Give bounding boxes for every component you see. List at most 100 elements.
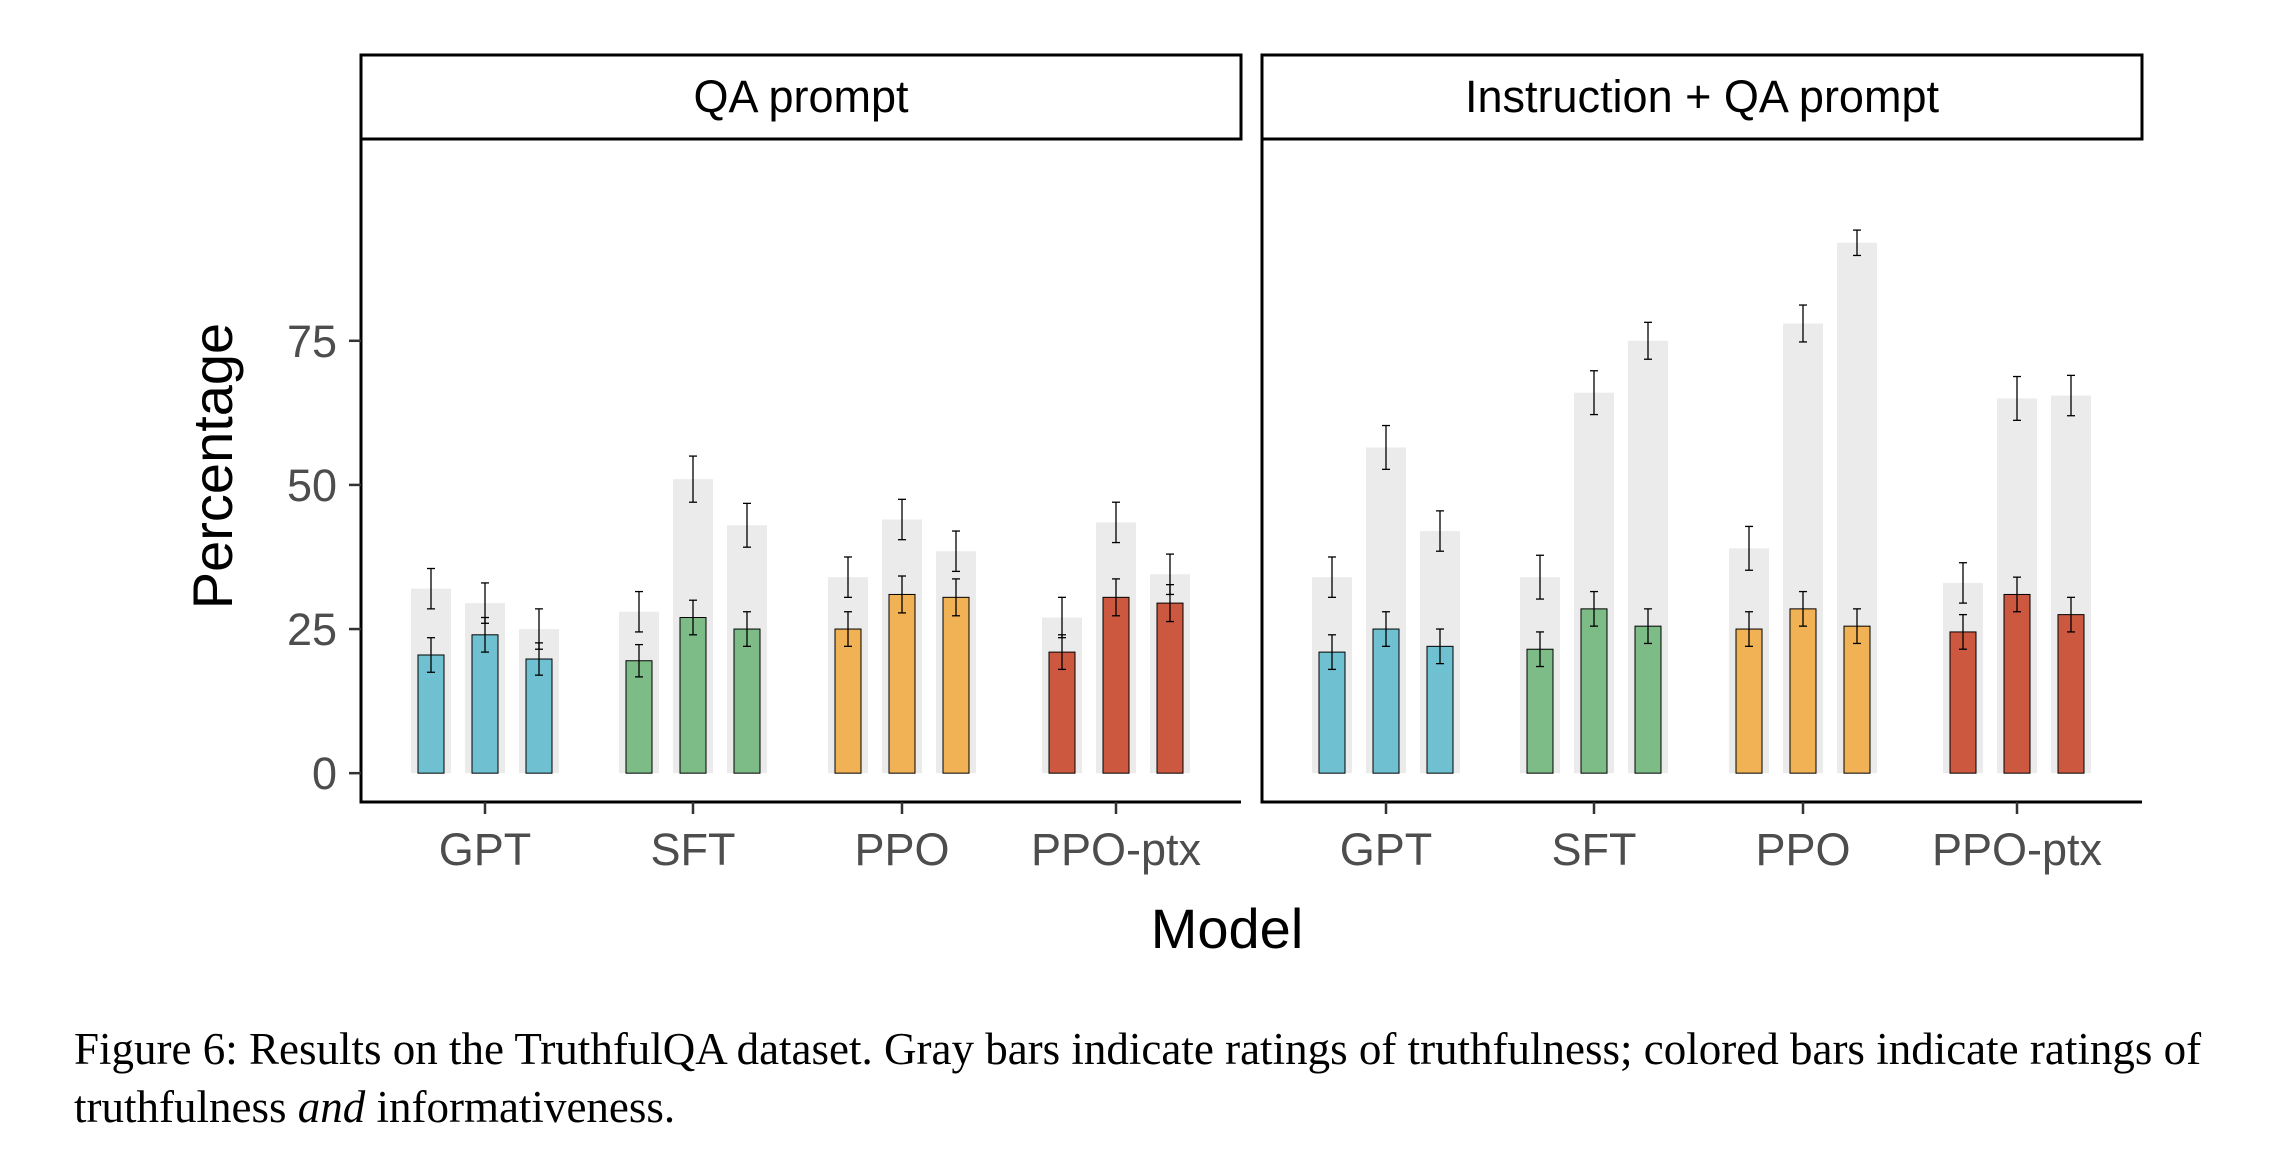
gray-error-bar (1644, 321, 1652, 360)
gray-error-bar (743, 502, 751, 548)
bar-group-sft (1520, 321, 1668, 774)
y-axis-label: Percentage (181, 323, 244, 609)
colored-error-bar (1590, 590, 1598, 627)
colored-bar (1789, 608, 1817, 774)
colored-bar (1156, 602, 1184, 774)
colored-bar (1735, 628, 1763, 774)
colored-bar (1102, 596, 1130, 774)
x-tick-label: SFT (1552, 824, 1637, 875)
gray-error-bar (1112, 501, 1120, 544)
colored-error-bar (2067, 596, 2075, 633)
gray-error-bar (1590, 370, 1598, 416)
colored-error-bar (1536, 631, 1544, 668)
caption-tail: informativeness. (376, 1082, 676, 1132)
colored-bar (834, 628, 862, 774)
caption-emphasis: and (297, 1082, 366, 1132)
gray-error-bar (1799, 304, 1807, 343)
colored-error-bar (1328, 634, 1336, 671)
colored-bar (625, 660, 653, 774)
y-tick-label: 0 (312, 748, 337, 799)
colored-bar (2057, 614, 2085, 774)
x-tick-label: GPT (439, 824, 532, 875)
colored-bar (679, 617, 707, 774)
gray-error-bar (1328, 556, 1336, 598)
colored-error-bar (1382, 611, 1390, 647)
colored-bar (1048, 651, 1076, 774)
colored-error-bar (535, 642, 543, 676)
colored-bar (1843, 625, 1871, 774)
y-tick-label: 50 (287, 460, 337, 511)
panel-strip (359, 53, 1243, 141)
gray-error-bar (952, 530, 960, 573)
colored-error-bar (2013, 576, 2021, 613)
panel-2: Instruction + QA prompt GPT SFT PPO PPO-ptx (1260, 53, 2144, 875)
gray-error-bar (1853, 229, 1861, 257)
colored-error-bar (1853, 608, 1861, 645)
x-tick-label: PPO (1755, 824, 1850, 875)
colored-error-bar (1436, 628, 1444, 665)
x-tick-label: SFT (651, 824, 736, 875)
colored-error-bar (1166, 584, 1174, 623)
gray-error-bar (689, 455, 697, 503)
bar-group-ppo-ptx (1943, 374, 2091, 774)
colored-bar (733, 628, 761, 774)
gray-error-bar (1382, 424, 1390, 470)
gray-error-bar (1959, 562, 1967, 604)
colored-bar (1949, 631, 1977, 774)
y-tick-label: 75 (287, 316, 337, 367)
colored-bar (1526, 648, 1554, 774)
panel-title: QA prompt (693, 71, 909, 122)
gray-error-bar (1436, 510, 1444, 552)
gray-error-bar (844, 556, 852, 598)
gray-error-bar (2013, 375, 2021, 421)
colored-error-bar (844, 611, 852, 647)
colored-bar (471, 634, 499, 774)
colored-error-bar (1799, 590, 1807, 627)
x-tick-label: PPO-ptx (1932, 824, 2103, 875)
x-axis-label: Model (1151, 897, 1304, 960)
colored-bar (942, 596, 970, 774)
bar-group-sft (619, 455, 767, 774)
gray-error-bar (1745, 525, 1753, 571)
colored-error-bar (1112, 578, 1120, 617)
colored-error-bar (952, 578, 960, 617)
figure-caption: Figure 6: Results on the TruthfulQA data… (74, 1020, 2244, 1136)
gray-error-bar (635, 590, 643, 633)
colored-error-bar (1058, 634, 1066, 671)
colored-bar (525, 658, 553, 774)
gray-error-bar (898, 498, 906, 541)
bar-group-ppo (1729, 229, 1877, 774)
colored-error-bar (481, 616, 489, 653)
colored-bar (1372, 628, 1400, 774)
colored-bar (1426, 645, 1454, 774)
y-tick-label: 25 (287, 604, 337, 655)
x-tick-label: GPT (1340, 824, 1433, 875)
x-tick-label: PPO (854, 824, 949, 875)
truthfulqa-figure: QA prompt GPT SFT PPO PPO-ptx 0 25 50 75 Instruct… (181, 53, 2144, 960)
bar-group-ppo (828, 498, 976, 774)
bar-group-gpt (1312, 424, 1460, 774)
bar-group-gpt (411, 567, 559, 774)
colored-bar (2003, 593, 2031, 774)
panel-strip (1260, 53, 2144, 141)
colored-error-bar (689, 599, 697, 636)
x-tick-label: PPO-ptx (1031, 824, 1202, 875)
colored-error-bar (1959, 613, 1967, 650)
colored-bar (1580, 608, 1608, 774)
gray-error-bar (427, 567, 435, 610)
colored-bar (888, 593, 916, 774)
colored-bar (1318, 651, 1346, 774)
colored-error-bar (743, 611, 751, 647)
chart-panels: QA prompt GPT SFT PPO PPO-ptx 0 25 50 75 Instruct… (287, 53, 2144, 875)
gray-error-bar (1536, 554, 1544, 600)
gray-error-bar (2067, 374, 2075, 417)
panel-1: QA prompt GPT SFT PPO PPO-ptx 0 25 50 75 (287, 53, 1243, 875)
panel-title: Instruction + QA prompt (1465, 71, 1939, 122)
bar-group-ppo-ptx (1042, 501, 1190, 774)
colored-error-bar (898, 575, 906, 614)
colored-error-bar (635, 643, 643, 678)
caption-lead: Figure 6: Results on the TruthfulQA data… (74, 1024, 2202, 1132)
colored-error-bar (427, 637, 435, 673)
colored-error-bar (1644, 608, 1652, 645)
colored-error-bar (1745, 611, 1753, 647)
